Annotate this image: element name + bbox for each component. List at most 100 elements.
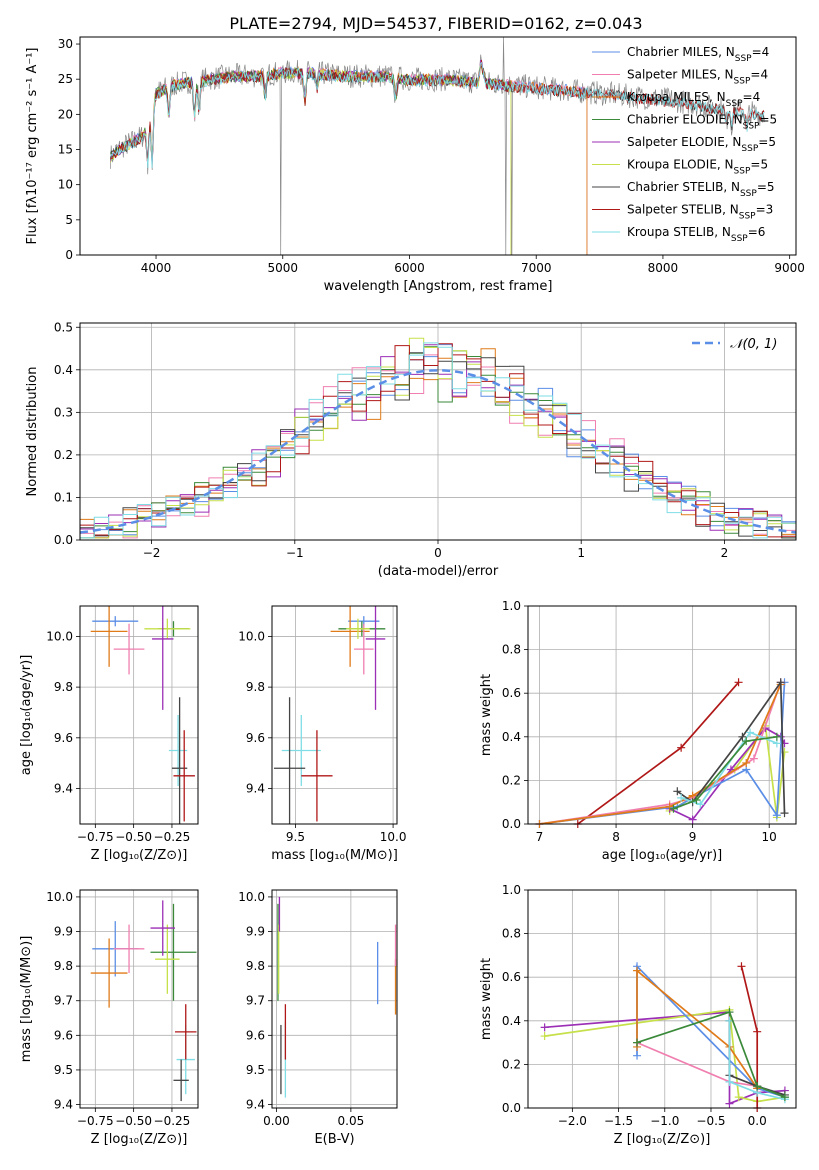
mass_weight_vs_age-panel: 7 8 9 10 0.0 0.2 0.4 0.6 0.8 1.0 age [log₁₀(age/yr…: [479, 599, 797, 863]
y-axis-label: Normed distribution: [25, 367, 40, 497]
legend-label-salpeter_miles: Salpeter MILES, NSSP=4: [627, 68, 768, 87]
mass_vs_ebv-panel: 0.00 0.05 9.4 9.5 9.6 9.7 9.8 9.9 10.0 E(B-V): [238, 889, 398, 1147]
y-tick-label: 9.5: [54, 1063, 73, 1077]
y-tick-label: 0.2: [502, 773, 521, 787]
x-tick-label: 1: [577, 546, 585, 560]
x-tick-label: −0.5: [696, 1114, 725, 1128]
spectrum-model-salpeter_stelib: [110, 59, 765, 160]
y-tick-label: 9.6: [54, 731, 73, 745]
x-axis-label: (data-model)/error: [378, 564, 499, 579]
axes-frame: [79, 36, 797, 256]
legend-label-normal: 𝒩(0, 1): [730, 337, 777, 352]
point-marker-chabrier_elodie: [772, 732, 781, 741]
y-tick-label: 5: [65, 213, 73, 227]
y-tick-label: 20: [58, 107, 73, 121]
x-tick-label: 0.00: [263, 1114, 290, 1128]
y-tick-label: 0.8: [502, 927, 521, 941]
x-tick-label: 9.5: [286, 830, 305, 844]
point-marker-kroupa_stelib: [725, 1077, 734, 1086]
legend-n: =5: [750, 158, 768, 172]
x-tick-label: 9: [689, 830, 697, 844]
legend-subscript: SSP: [726, 99, 743, 109]
legend-n: =4: [752, 45, 770, 59]
series-line-chabrier_elodie: [636, 1011, 786, 1098]
y-tick-label: 0.6: [502, 686, 521, 700]
y-tick-label: 0.5: [54, 320, 73, 334]
y-tick-label: 9.6: [246, 731, 265, 745]
legend-n: =6: [748, 225, 766, 239]
spectrum-model-kroupa_miles: [110, 65, 588, 255]
x-tick-label: −0.75: [77, 1114, 114, 1128]
point-marker-chabrier_elodie: [725, 1008, 734, 1017]
y-tick-label: 0.0: [54, 533, 73, 547]
point-marker-kroupa_stelib: [746, 728, 755, 737]
errorbar-salpeter_miles: [113, 924, 145, 974]
legend-subscript: SSP: [731, 234, 748, 244]
x-tick-label: 6000: [394, 261, 425, 275]
y-axis-label: mass weight: [479, 674, 494, 756]
errorbar-chabrier_stelib: [273, 697, 306, 824]
errorbar-salpeter_stelib: [175, 1004, 197, 1060]
residuals-panel: −2 −1 0 1 2 0.0 0.1 0.2 0.3 0.4 0.5 (data-model)/er…: [25, 320, 797, 579]
y-tick-label: 15: [58, 143, 73, 157]
legend-label-salpeter_elodie: Salpeter ELODIE, NSSP=5: [627, 135, 776, 154]
x-tick-label: −2.0: [558, 1114, 587, 1128]
legend-n: =3: [756, 203, 774, 217]
errorbar-kroupa_elodie: [155, 924, 180, 994]
legend-n: =5: [757, 180, 775, 194]
series-line-kroupa_miles: [636, 968, 758, 1089]
point-marker-kroupa_elodie: [780, 748, 789, 757]
y-tick-label: 9.8: [246, 680, 265, 694]
x-axis-label: Z [log₁₀(Z/Z⊙)]: [91, 1132, 188, 1147]
x-tick-label: 7000: [521, 261, 552, 275]
y-tick-label: 9.9: [54, 925, 73, 939]
axes-frame: [527, 889, 797, 1109]
y-tick-label: 30: [58, 37, 73, 51]
point-marker-kroupa_elodie: [540, 1032, 549, 1041]
x-tick-label: 8: [612, 830, 620, 844]
point-marker-salpeter_elodie: [540, 1023, 549, 1032]
y-tick-label: 10.0: [46, 629, 73, 643]
mass_vs_Z-panel: −0.75 −0.50 −0.25 9.4 9.5 9.6 9.7 9.8 9.9 10.0 Z […: [19, 889, 199, 1147]
errorbar-kroupa_miles: [90, 938, 128, 1008]
x-tick-label: −0.50: [115, 830, 152, 844]
y-tick-label: 0.1: [54, 490, 73, 504]
series-line-kroupa_stelib: [728, 1020, 786, 1101]
legend-subscript: SSP: [735, 54, 752, 64]
legend-label-chabrier_miles: Chabrier MILES, NSSP=4: [627, 45, 769, 64]
y-tick-label: 9.7: [246, 994, 265, 1008]
y-tick-label: 9.4: [54, 1098, 73, 1112]
point-marker-chabrier_elodie: [633, 1038, 642, 1047]
point-marker-salpeter_miles: [749, 754, 758, 763]
histogram-chabrier_stelib: [80, 352, 796, 539]
errorbar-chabrier_stelib: [173, 1059, 189, 1102]
point-marker-salpeter_stelib: [737, 962, 746, 971]
x-axis-label: mass [log₁₀(M/M⊙)]: [271, 848, 398, 863]
y-tick-label: 9.6: [246, 1028, 265, 1042]
axes-frame: [271, 605, 398, 825]
x-tick-label: 0.05: [338, 1114, 365, 1128]
y-tick-label: 0.0: [502, 1101, 521, 1115]
errorbar-salpeter_stelib: [173, 730, 195, 822]
y-axis-label: mass [log₁₀(M/M⊙)]: [19, 936, 34, 1063]
point-marker-kroupa_miles: [633, 966, 642, 975]
x-axis-label: wavelength [Angstrom, rest frame]: [324, 279, 553, 294]
x-tick-label: 8000: [648, 261, 679, 275]
x-tick-label: 10: [762, 830, 777, 844]
errorbar-kroupa_miles: [90, 606, 128, 667]
age_vs_Z-panel: −0.75 −0.50 −0.25 9.4 9.6 9.8 10.0 Z [log₁₀(Z/Z…: [19, 605, 199, 863]
x-tick-label: −1.5: [604, 1114, 633, 1128]
legend-label-kroupa_stelib: Kroupa STELIB, NSSP=6: [627, 225, 765, 244]
spectrum-panel: 4000 5000 6000 7000 8000 9000 0 5 10 15 20 25 30 wave…: [25, 36, 805, 294]
y-tick-label: 9.4: [246, 782, 265, 796]
errorbar-chabrier_stelib: [171, 697, 188, 824]
point-marker-salpeter_stelib: [753, 1027, 762, 1036]
y-tick-label: 0.4: [502, 730, 521, 744]
errorbar-salpeter_miles: [113, 623, 145, 675]
x-tick-label: −0.25: [154, 830, 191, 844]
point-marker-chabrier_elodie: [780, 1093, 789, 1102]
point-marker-kroupa_stelib: [677, 793, 686, 802]
y-tick-label: 10.0: [238, 629, 265, 643]
histogram-kroupa_elodie: [80, 337, 796, 539]
x-tick-label: 9000: [774, 261, 805, 275]
